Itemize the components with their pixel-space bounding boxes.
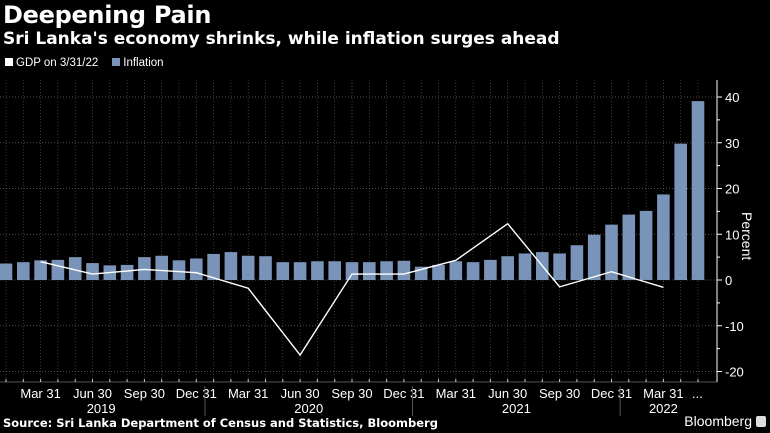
- bar-inflation: [501, 256, 514, 280]
- bar-inflation: [51, 259, 65, 280]
- y-axis-label: Percent: [739, 212, 755, 260]
- bar-inflation: [345, 262, 359, 280]
- chart-subtitle: Sri Lanka's economy shrinks, while infla…: [3, 29, 560, 49]
- source-note: Source: Sri Lanka Department of Census a…: [3, 416, 438, 430]
- x-tick-label: Jun 30: [73, 386, 112, 401]
- bar-inflation: [397, 260, 411, 280]
- x-tick-label: Mar 31: [436, 386, 476, 401]
- bar-inflation: [155, 255, 168, 280]
- bar-inflation: [17, 262, 30, 280]
- chart-title: Deepening Pain: [3, 1, 212, 29]
- bar-inflation: [276, 262, 290, 280]
- x-tick-label: Sep 30: [331, 386, 372, 401]
- x-tick-label: ...: [692, 386, 703, 401]
- bar-inflation: [0, 263, 13, 280]
- legend-swatch-inflation: [112, 58, 121, 66]
- bar-inflation: [657, 194, 670, 280]
- bar-inflation: [172, 260, 186, 280]
- legend-item-inflation: Inflation: [112, 57, 164, 69]
- bar-inflation: [311, 261, 324, 280]
- legend-label-gdp: GDP on 3/31/22: [16, 57, 99, 69]
- y-tick-label: 30: [725, 136, 739, 151]
- x-tick-label: Dec 31: [383, 386, 424, 401]
- x-tick-label: Mar 31: [643, 386, 683, 401]
- bar-inflation: [587, 234, 601, 280]
- x-tick-label: Mar 31: [20, 386, 60, 401]
- x-year-label: 2021: [502, 401, 531, 416]
- x-year-label: 2022: [649, 401, 678, 416]
- bar-inflation: [34, 260, 47, 280]
- bar-inflation: [241, 255, 255, 280]
- brand-logo: Bloomberg: [684, 413, 752, 429]
- bar-inflation: [622, 214, 636, 280]
- bar-inflation: [86, 263, 99, 280]
- bar-inflation: [674, 143, 687, 280]
- legend-item-gdp: GDP on 3/31/22: [5, 57, 98, 69]
- bar-inflation: [639, 210, 653, 280]
- bar-inflation: [68, 257, 82, 280]
- bar-inflation: [190, 258, 203, 280]
- x-tick-label: Dec 31: [591, 386, 632, 401]
- bloomberg-terminal-icon: [756, 416, 766, 427]
- bar-inflation: [224, 252, 238, 280]
- x-tick-label: Dec 31: [176, 386, 217, 401]
- bar-inflation: [363, 262, 376, 280]
- bar-inflation: [293, 262, 307, 280]
- bar-inflation: [432, 264, 445, 280]
- y-tick-label: -20: [725, 365, 744, 380]
- bar-inflation: [449, 261, 463, 280]
- bar-inflation: [570, 245, 584, 280]
- x-tick-label: Mar 31: [228, 386, 268, 401]
- bar-inflation: [120, 264, 134, 280]
- y-tick-label: 10: [725, 227, 739, 242]
- bar-inflation: [518, 253, 532, 280]
- bar-inflation: [138, 257, 151, 280]
- x-tick-label: Jun 30: [488, 386, 527, 401]
- x-year-label: 2020: [294, 401, 323, 416]
- bar-inflation: [380, 261, 393, 280]
- legend-swatch-gdp: [5, 58, 13, 66]
- x-tick-label: Jun 30: [281, 386, 320, 401]
- x-tick-label: Sep 30: [539, 386, 580, 401]
- bar-inflation: [466, 262, 480, 280]
- bar-inflation: [691, 101, 705, 281]
- bar-inflation: [553, 253, 566, 280]
- legend-label-inflation: Inflation: [123, 57, 164, 69]
- x-year-label: 2019: [87, 401, 116, 416]
- y-tick-label: 40: [725, 90, 739, 105]
- x-tick-label: Sep 30: [124, 386, 165, 401]
- bar-inflation: [207, 253, 220, 280]
- bar-inflation: [328, 261, 341, 280]
- bar-inflation: [259, 256, 272, 280]
- y-tick-label: 0: [725, 273, 732, 288]
- bar-inflation: [605, 224, 618, 280]
- y-tick-label: 20: [725, 182, 739, 197]
- legend: GDP on 3/31/22 Inflation: [5, 57, 164, 69]
- bar-inflation: [484, 259, 497, 280]
- y-tick-label: -10: [725, 319, 744, 334]
